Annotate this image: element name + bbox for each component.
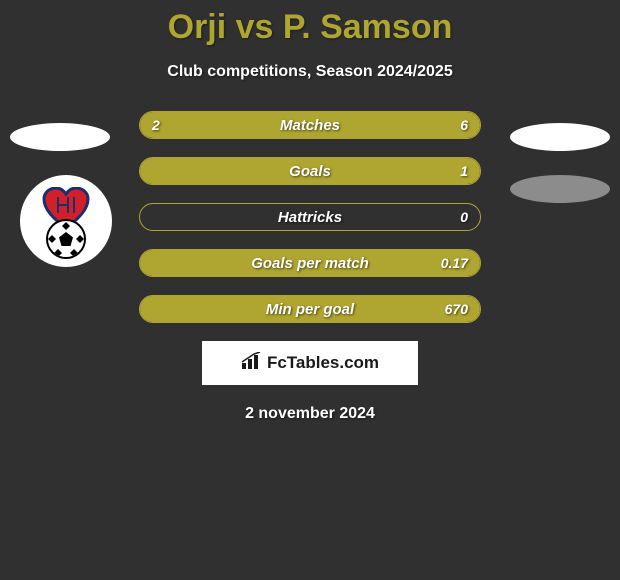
date-text: 2 november 2024: [0, 405, 620, 423]
bars-icon: [241, 352, 263, 375]
brand-text: FcTables.com: [267, 353, 379, 373]
stat-label: Goals: [140, 158, 480, 184]
page-title: Orji vs P. Samson: [0, 0, 620, 47]
stat-label: Min per goal: [140, 296, 480, 322]
player-right-shape-bottom: [510, 175, 610, 203]
stat-row: 1Goals: [139, 157, 481, 185]
soccer-ball-icon: [46, 219, 86, 259]
stat-row: 0.17Goals per match: [139, 249, 481, 277]
stat-label: Hattricks: [140, 204, 480, 230]
player-left-shape: [10, 123, 110, 151]
stat-label: Matches: [140, 112, 480, 138]
player-right-shape-top: [510, 123, 610, 151]
subtitle: Club competitions, Season 2024/2025: [0, 63, 620, 81]
brand-box: FcTables.com: [202, 341, 418, 385]
stat-row: 670Min per goal: [139, 295, 481, 323]
stats-container: 26Matches 1Goals 0Hattricks 0.17Goals per m…: [139, 111, 481, 323]
club-badge: [20, 175, 112, 267]
stat-label: Goals per match: [140, 250, 480, 276]
stat-row: 0Hattricks: [139, 203, 481, 231]
stat-row: 26Matches: [139, 111, 481, 139]
